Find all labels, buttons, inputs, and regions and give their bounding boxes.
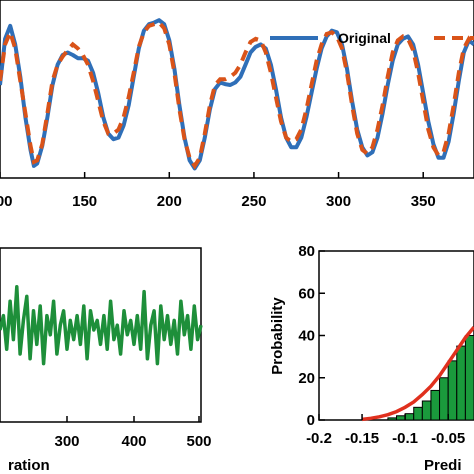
- x-tick-label: -0.1: [392, 430, 418, 447]
- y-tick-label: 20: [298, 370, 315, 387]
- bottom-left-series-group: [0, 285, 203, 366]
- series-line-dashed: [0, 20, 474, 170]
- histogram-bar: [456, 345, 466, 421]
- y-tick-label: 0: [307, 412, 315, 429]
- y-tick-label: 40: [298, 328, 315, 345]
- histogram-bar: [421, 400, 432, 421]
- bottom-left-xlabel: ration: [8, 457, 50, 474]
- histogram-bar: [404, 413, 415, 421]
- x-tick-label: -0.05: [431, 430, 465, 447]
- x-tick-label: 250: [241, 193, 266, 210]
- x-tick-label: 200: [157, 193, 182, 210]
- bottom-left-axes-frame: [0, 247, 202, 423]
- histogram-bar: [413, 406, 423, 421]
- bottom-right-fit-curve: [361, 325, 474, 422]
- bottom-left-x-ticks: 300 400 500: [54, 416, 212, 450]
- bottom-right-xlabel: Predi: [424, 457, 462, 474]
- histogram-bar: [396, 415, 406, 421]
- bottom-left-panel: 300 400 500 ration: [0, 247, 212, 474]
- x-tick-label: 350: [411, 193, 436, 210]
- x-tick-label: 150: [72, 193, 97, 210]
- x-tick-label: 100: [0, 193, 13, 210]
- x-tick-label: -0.15: [345, 430, 379, 447]
- top-axes-frame: [0, 0, 474, 179]
- bottom-right-x-ticks: -0.2-0.15-0.1-0.05-0.0: [306, 414, 465, 447]
- top-series-group: [0, 18, 474, 171]
- histogram-bar: [430, 389, 441, 421]
- bottom-right-y-ticks: 0 20 40 60 80: [298, 243, 325, 429]
- top-line-panel: 100 150 200 250 300 350 Original: [0, 0, 474, 210]
- x-tick-label: 300: [54, 433, 79, 450]
- histogram-bar: [439, 377, 449, 421]
- y-tick-label: 80: [298, 243, 315, 260]
- series-line-original: [0, 18, 474, 171]
- series-line-green: [0, 285, 203, 366]
- top-x-ticks: 100 150 200 250 300 350: [0, 172, 436, 210]
- histogram-bar: [387, 417, 397, 421]
- x-tick-label: 400: [121, 433, 146, 450]
- legend: Original: [270, 30, 474, 46]
- y-tick-label: 60: [298, 285, 315, 302]
- x-tick-label: 300: [326, 193, 351, 210]
- x-tick-label: 500: [186, 433, 211, 450]
- bottom-right-ylabel: Probability: [269, 297, 286, 375]
- histogram-bar: [464, 335, 474, 421]
- legend-label-original: Original: [338, 30, 391, 46]
- histogram-bar: [447, 360, 458, 421]
- x-tick-label: -0.2: [306, 430, 332, 447]
- bottom-right-bars: [387, 335, 474, 421]
- fit-curve-line: [361, 325, 474, 422]
